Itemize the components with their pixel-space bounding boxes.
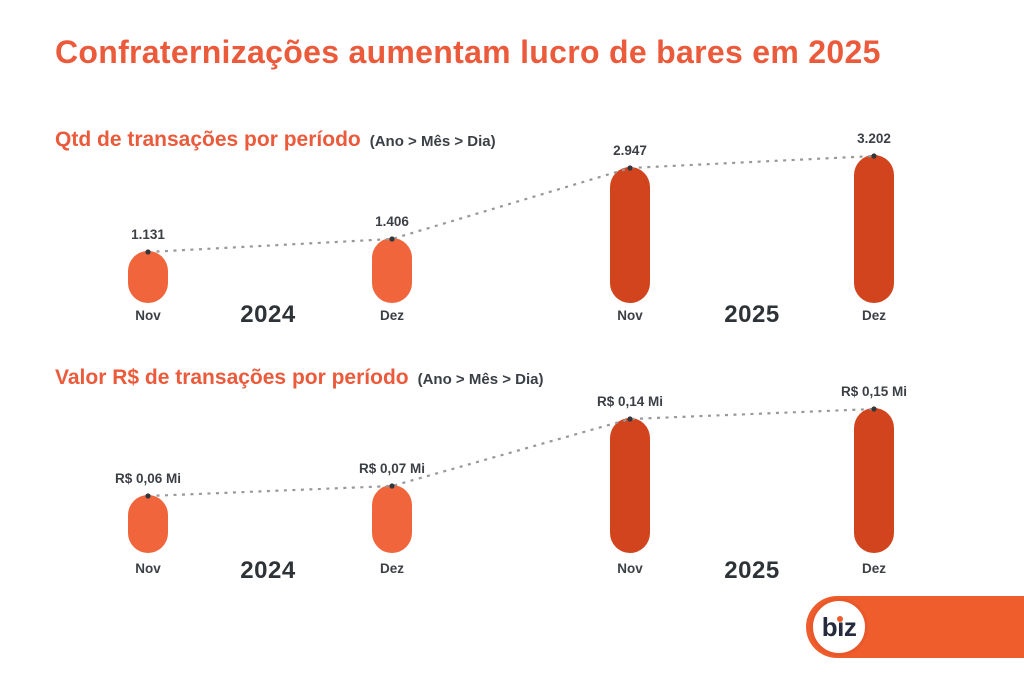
page-title: Confraternizações aumentam lucro de bare… (55, 34, 881, 70)
trend-line (147, 154, 875, 254)
bar-month-label: Dez (861, 308, 886, 323)
logo-letter-i: ı (837, 612, 844, 642)
year-label-2024: 2024 (240, 301, 296, 328)
bar-value-label: 1.131 (131, 227, 165, 242)
bar-value-label: 1.406 (375, 214, 409, 229)
bar-dez-2025 (854, 408, 894, 553)
bar-month-label: Nov (617, 308, 643, 323)
bar-month-label: Nov (135, 561, 161, 576)
bar-month-label: Nov (135, 308, 161, 323)
trend-line (147, 407, 875, 498)
bar-month-label: Dez (379, 561, 404, 576)
chart-qtd-title-text: Qtd de transações por período (55, 128, 361, 151)
biz-logo-text: bı z (821, 612, 857, 642)
bar-nov-2024 (128, 495, 168, 553)
year-label-2024: 2024 (240, 557, 296, 584)
bar-value-label: 2.947 (613, 143, 647, 158)
chart-valor-title-text: Valor R$ de transações por período (55, 366, 409, 389)
chart-valor-subtitle: (Ano > Mês > Dia) (417, 371, 544, 388)
bar-month-label: Dez (861, 561, 886, 576)
chart-qtd-transacoes: Qtd de transações por período (Ano > Mês … (0, 120, 1024, 335)
bar-dez-2024 (372, 238, 412, 303)
bar-month-label: Nov (617, 561, 643, 576)
logo-i-dot (837, 616, 844, 622)
bar-dez-2025 (854, 155, 894, 303)
bar-value-label: R$ 0,06 Mi (114, 471, 182, 486)
bar-nov-2025 (610, 418, 650, 553)
bar-value-label: R$ 0,15 Mi (840, 384, 908, 399)
bar-nov-2024 (128, 251, 168, 303)
year-label-2025: 2025 (724, 557, 780, 584)
chart-valor-title: Valor R$ de transações por período (Ano >… (55, 366, 543, 390)
bar-value-label: 3.202 (857, 131, 891, 146)
bar-nov-2025 (610, 167, 650, 303)
year-label-2025: 2025 (724, 301, 780, 328)
biz-logo: bı z (810, 598, 868, 656)
bar-month-label: Dez (379, 308, 404, 323)
chart-qtd-subtitle: (Ano > Mês > Dia) (369, 133, 496, 150)
bar-dez-2024 (372, 485, 412, 553)
bar-value-label: R$ 0,07 Mi (358, 461, 426, 476)
bar-value-label: R$ 0,14 Mi (596, 394, 664, 409)
chart-qtd-title: Qtd de transações por período (Ano > Mês … (55, 128, 496, 152)
chart-valor-transacoes: Valor R$ de transações por período (Ano >… (0, 358, 1024, 586)
